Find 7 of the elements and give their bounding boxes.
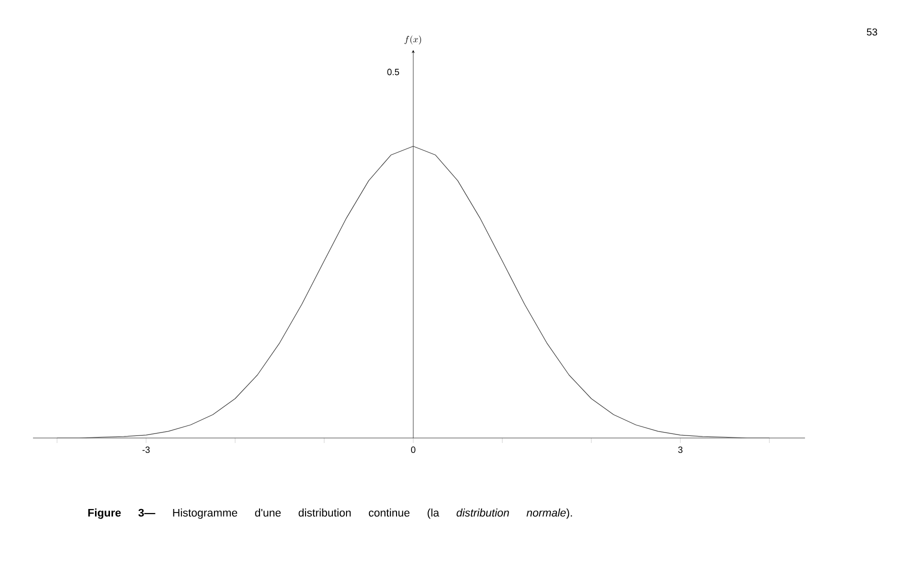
text: 0.5 bbox=[387, 68, 400, 76]
x-tick-label: -3 bbox=[142, 446, 150, 453]
x-tick-label: 0 bbox=[411, 446, 416, 453]
text: 53 bbox=[866, 28, 878, 36]
text: Figure 3— Histogramme d'une distribution continue (la distribution normale). bbox=[88, 508, 572, 519]
text: $f(x)$ bbox=[404, 35, 422, 44]
x-tick-label: 3 bbox=[678, 446, 682, 453]
